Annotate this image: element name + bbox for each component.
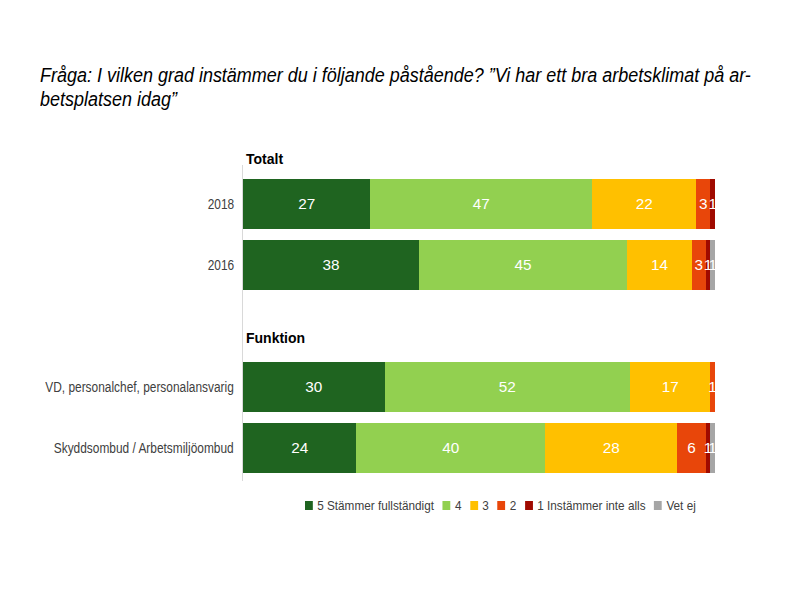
bar-segment: 45 <box>419 240 627 290</box>
category-label: VD, personalchef, personalansvarig <box>0 362 234 412</box>
bar-segment: 38 <box>243 240 419 290</box>
bar-segment: 1 <box>710 362 715 412</box>
legend: 5 Stämmer fullständigt 4 3 2 1 Instämmer int… <box>305 498 696 513</box>
category-label: 2016 <box>0 240 234 290</box>
segment-value-label: 52 <box>499 378 516 396</box>
stacked-bar: 244028611 <box>243 423 715 473</box>
bar-row-1-1: Skyddsombud / Arbetsmiljöombud244028611 <box>0 423 800 473</box>
legend-item-4: 1 Instämmer inte alls <box>525 498 646 513</box>
bar-segment: 24 <box>243 423 356 473</box>
legend-marker <box>443 501 451 510</box>
legend-item-1: 4 <box>443 498 462 513</box>
category-label: Skyddsombud / Arbetsmiljöombud <box>0 423 234 473</box>
legend-label: 5 Stämmer fullständigt <box>317 498 434 513</box>
title-line-2: betsplatsen idag” <box>40 87 751 111</box>
segment-value-label: 1 <box>708 378 717 396</box>
legend-marker <box>305 501 313 510</box>
legend-item-3: 2 <box>498 498 517 513</box>
segment-value-label: 1 <box>708 256 717 274</box>
bar-segment: 30 <box>243 362 385 412</box>
segment-value-label: 40 <box>442 439 459 457</box>
bar-segment: 6 <box>677 423 705 473</box>
legend-label: Vet ej <box>666 498 695 513</box>
segment-value-label: 3 <box>695 256 704 274</box>
bar-segment: 47 <box>370 179 592 229</box>
segment-value-label: 1 <box>708 439 717 457</box>
group-header-funktion: Funktion <box>246 330 305 346</box>
bar-segment: 14 <box>627 240 692 290</box>
bar-segment: 1 <box>710 240 715 290</box>
stacked-bar: 27 47 22 31 <box>243 179 715 229</box>
category-label: 2018 <box>0 179 234 229</box>
segment-value-label: 3 <box>699 195 708 213</box>
legend-label: 3 <box>482 498 489 513</box>
segment-value-label: 45 <box>514 256 531 274</box>
legend-item-2: 3 <box>470 498 489 513</box>
segment-value-label: 6 <box>687 439 696 457</box>
segment-value-label: 24 <box>291 439 308 457</box>
bar-segment: 28 <box>545 423 677 473</box>
bar-segment: 52 <box>385 362 630 412</box>
segment-value-label: 47 <box>473 195 490 213</box>
chart-title: Fråga: I vilken grad instämmer du i följ… <box>40 63 800 111</box>
bar-segment: 27 <box>243 179 370 229</box>
legend-label: 4 <box>455 498 462 513</box>
segment-value-label: 30 <box>305 378 322 396</box>
legend-marker <box>525 501 533 510</box>
legend-label: 1 Instämmer inte alls <box>537 498 645 513</box>
bar-segment: 17 <box>630 362 710 412</box>
stacked-bar: 30 52 17 1 <box>243 362 715 412</box>
bar-row-0-1: 2016384514311 <box>0 240 800 290</box>
title-line-1: Fråga: I vilken grad instämmer du i följ… <box>40 63 751 87</box>
legend-marker <box>470 501 478 510</box>
legend-marker <box>654 501 662 510</box>
legend-label: 2 <box>510 498 517 513</box>
segment-value-label: 17 <box>662 378 679 396</box>
legend-marker <box>498 501 506 510</box>
legend-item-0: 5 Stämmer fullständigt <box>305 498 434 513</box>
segment-value-label: 14 <box>651 256 668 274</box>
bar-segment: 40 <box>356 423 545 473</box>
segment-value-label: 28 <box>603 439 620 457</box>
bar-row-0-0: 2018 27 47 22 31 <box>0 179 800 229</box>
segment-value-label: 1 <box>708 195 717 213</box>
segment-value-label: 22 <box>636 195 653 213</box>
stacked-bar: 384514311 <box>243 240 715 290</box>
bar-segment: 22 <box>592 179 696 229</box>
legend-item-5: Vet ej <box>654 498 696 513</box>
group-header-totalt: Totalt <box>246 151 283 167</box>
bar-segment: 1 <box>710 179 715 229</box>
bar-row-1-0: VD, personalchef, personalansvarig 30 52 17… <box>0 362 800 412</box>
segment-value-label: 38 <box>322 256 339 274</box>
segment-value-label: 27 <box>298 195 315 213</box>
bar-segment: 1 <box>710 423 715 473</box>
